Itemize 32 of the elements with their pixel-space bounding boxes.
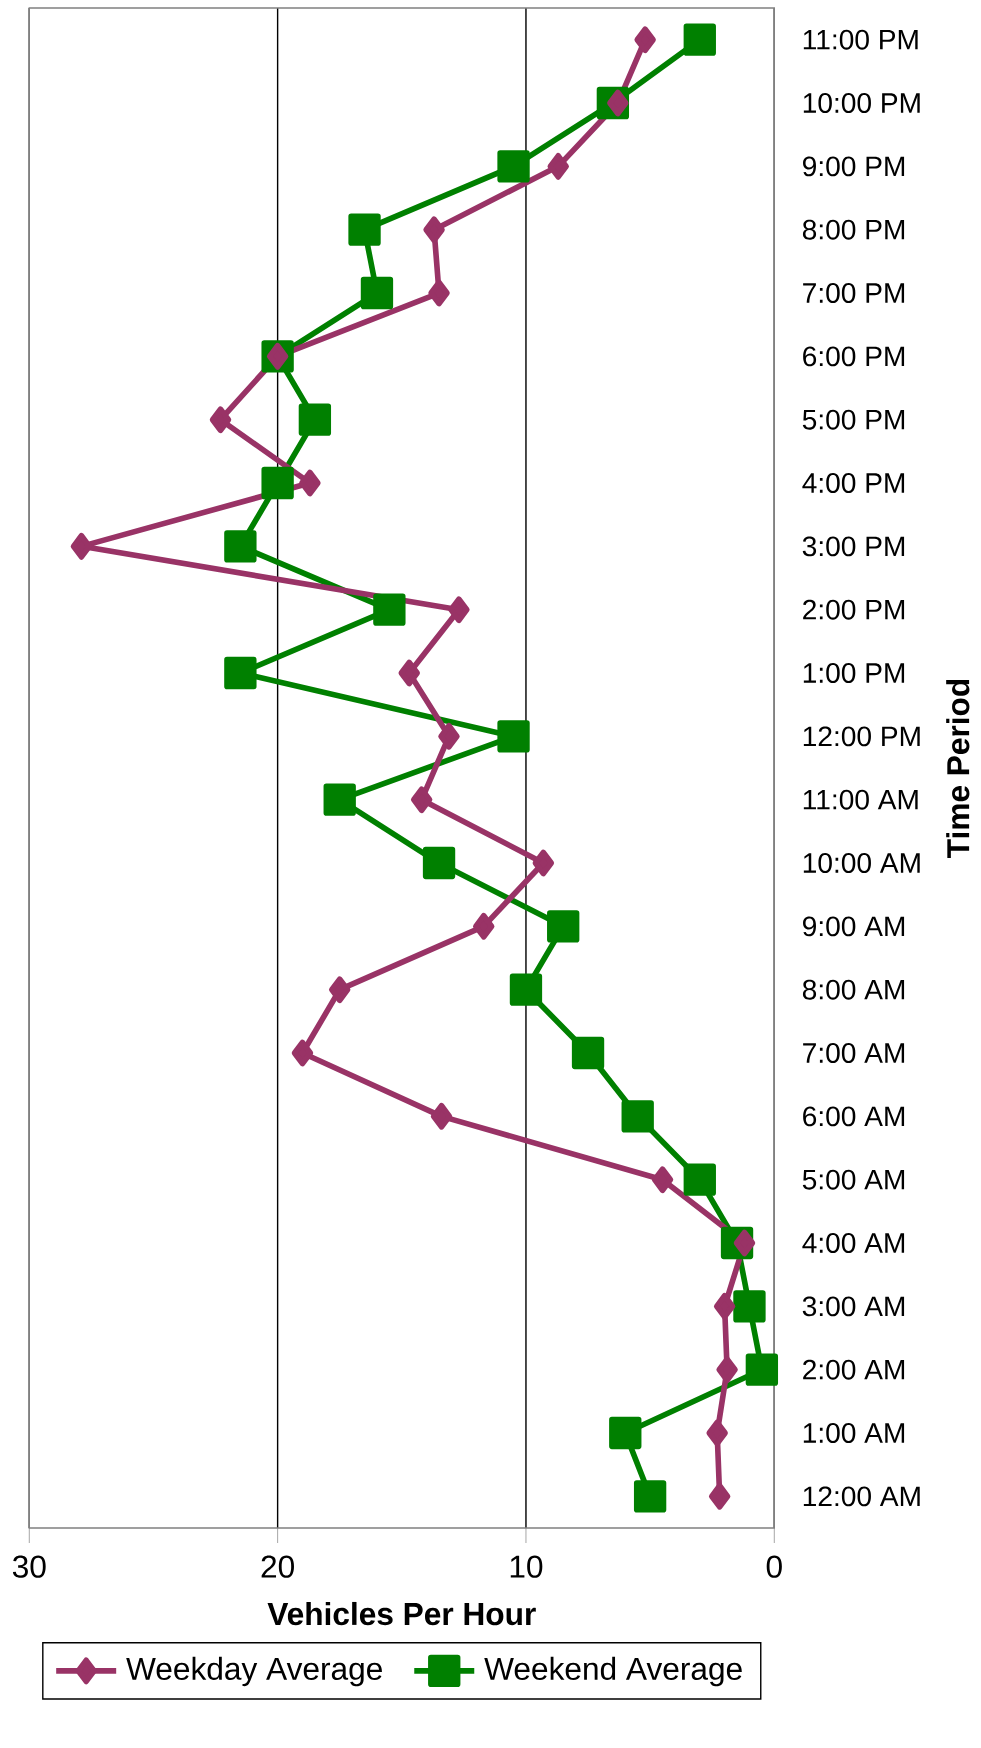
y-tick-label: 5:00 AM (802, 1169, 905, 1190)
y-tick-label: 4:00 PM (802, 473, 905, 493)
y-tick-label: 3:00 AM (802, 1296, 905, 1317)
y-tick-label: 8:00 AM (802, 979, 905, 1000)
y-tick-label: 7:00 AM (803, 1043, 905, 1063)
y-tick-label: 11:00 PM (803, 29, 918, 50)
y-tick-label: 3:00 PM (802, 536, 905, 557)
y-tick-label: 5:00 PM (802, 409, 905, 430)
x-tick-label: 10 (510, 1555, 543, 1578)
x-tick-label: 0 (766, 1555, 782, 1578)
y-tick-label: 9:00 AM (802, 916, 905, 937)
y-tick-label: 12:00 PM (803, 726, 920, 747)
y-tick-label: 4:00 AM (802, 1233, 905, 1253)
y-tick-label: 10:00 AM (803, 853, 920, 873)
legend-label: Weekday Average (126, 1656, 382, 1687)
y-tick-label: 8:00 PM (802, 219, 905, 240)
y-tick-label: 6:00 AM (803, 1106, 905, 1127)
y-tick-label: 1:00 AM (803, 1423, 905, 1443)
x-axis-title: Vehicles Per Hour (267, 1601, 536, 1626)
y-tick-label: 7:00 PM (803, 283, 905, 303)
y-tick-label: 2:00 PM (803, 599, 905, 620)
legend-label: Weekend Average (484, 1656, 742, 1687)
x-tick-label: 20 (261, 1555, 294, 1578)
y-tick-label: 6:00 PM (803, 346, 905, 367)
y-tick-label: 2:00 AM (803, 1359, 905, 1380)
y-tick-label: 9:00 PM (802, 156, 905, 177)
x-tick-label: 30 (12, 1555, 46, 1578)
y-tick-label: 1:00 PM (803, 663, 905, 683)
y-axis-title: Time Period (946, 679, 970, 858)
y-tick-label: 12:00 AM (803, 1486, 920, 1507)
y-tick-label: 11:00 AM (803, 789, 918, 810)
y-tick-label: 10:00 PM (803, 93, 920, 113)
